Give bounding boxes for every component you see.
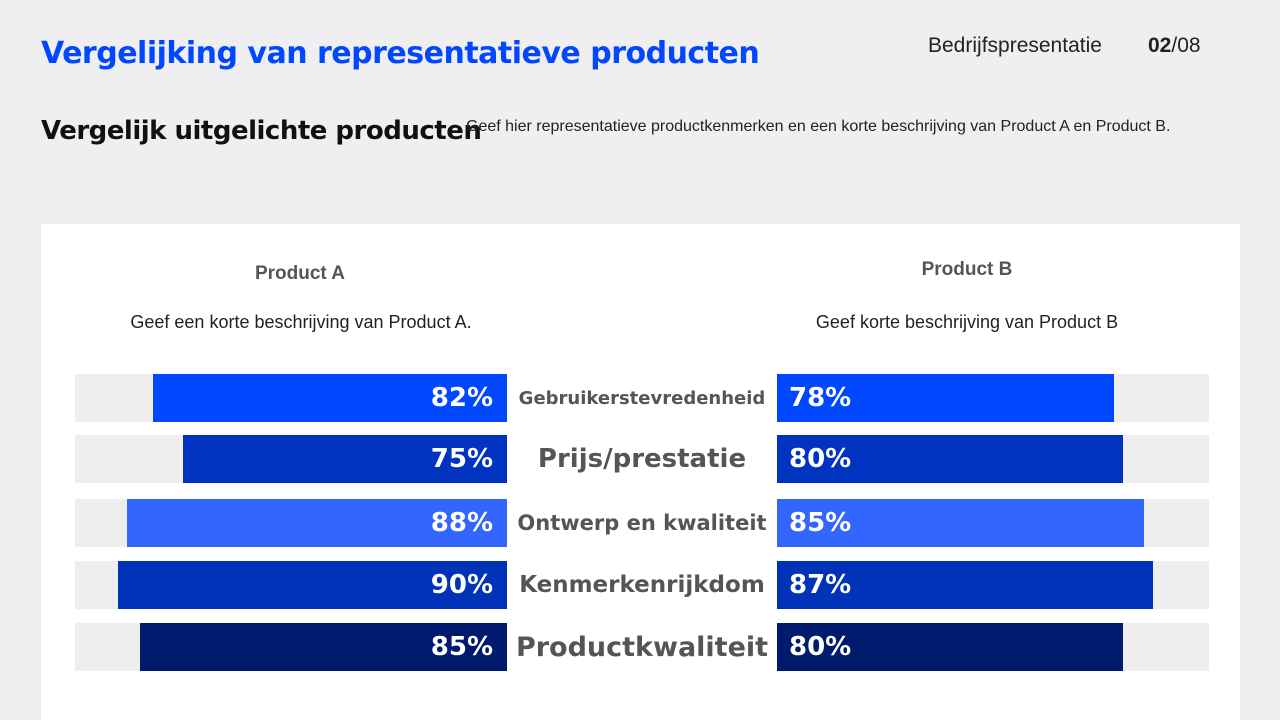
bar-track-b: 80% bbox=[777, 623, 1209, 671]
bar-track-b: 78% bbox=[777, 374, 1209, 422]
bar-a-label: 85% bbox=[430, 632, 493, 662]
bar-track-b: 87% bbox=[777, 561, 1209, 609]
bar-a-label: 88% bbox=[430, 508, 493, 538]
category-label: Ontwerp en kwaliteit bbox=[517, 511, 767, 535]
bar-a bbox=[152, 374, 507, 422]
bar-a-label: 75% bbox=[430, 444, 493, 474]
bar-track-a: 75% bbox=[75, 435, 507, 483]
bar-track-a: 90% bbox=[75, 561, 507, 609]
page-total: /08 bbox=[1171, 34, 1201, 57]
bar-b-label: 78% bbox=[789, 383, 852, 413]
bar-track-a: 85% bbox=[75, 623, 507, 671]
bar-a bbox=[118, 561, 507, 609]
bar-track-b: 80% bbox=[777, 435, 1209, 483]
page-title: Vergelijking van representatieve product… bbox=[41, 36, 760, 71]
bar-a bbox=[139, 623, 507, 671]
bar-b bbox=[777, 623, 1123, 671]
bar-b-label: 80% bbox=[789, 632, 852, 662]
category-label: Gebruikerstevredenheid bbox=[518, 387, 766, 409]
section-title: Vergelijk uitgelichte producten bbox=[41, 116, 482, 146]
page-number: 02/08 bbox=[1148, 34, 1201, 58]
bar-track-a: 88% bbox=[75, 499, 507, 547]
bar-b-label: 87% bbox=[789, 570, 852, 600]
category-label: Kenmerkenrijkdom bbox=[519, 572, 765, 598]
product-a-description: Geef een korte beschrijving van Product … bbox=[130, 312, 472, 332]
category-label: Productkwaliteit bbox=[515, 631, 769, 663]
category-label: Prijs/prestatie bbox=[537, 444, 747, 474]
product-b-title: Product B bbox=[921, 259, 1013, 280]
product-a-title: Product A bbox=[254, 263, 346, 284]
bar-track-a: 82% bbox=[75, 374, 507, 422]
bar-b bbox=[777, 374, 1114, 422]
bar-b bbox=[777, 561, 1153, 609]
bar-b bbox=[777, 435, 1123, 483]
company-label: Bedrijfspresentatie bbox=[928, 34, 1102, 57]
bar-b bbox=[777, 499, 1145, 547]
bar-a bbox=[183, 435, 507, 483]
page-current: 02 bbox=[1148, 34, 1172, 57]
bar-track-b: 85% bbox=[777, 499, 1209, 547]
section-description: Geef hier representatieve productkenmerk… bbox=[466, 118, 1171, 135]
product-b-description: Geef korte beschrijving van Product B bbox=[815, 312, 1119, 332]
bar-a bbox=[126, 499, 507, 547]
bar-b-label: 85% bbox=[789, 508, 852, 538]
bar-a-label: 90% bbox=[430, 570, 493, 600]
bar-b-label: 80% bbox=[789, 444, 852, 474]
bar-a-label: 82% bbox=[430, 383, 493, 413]
